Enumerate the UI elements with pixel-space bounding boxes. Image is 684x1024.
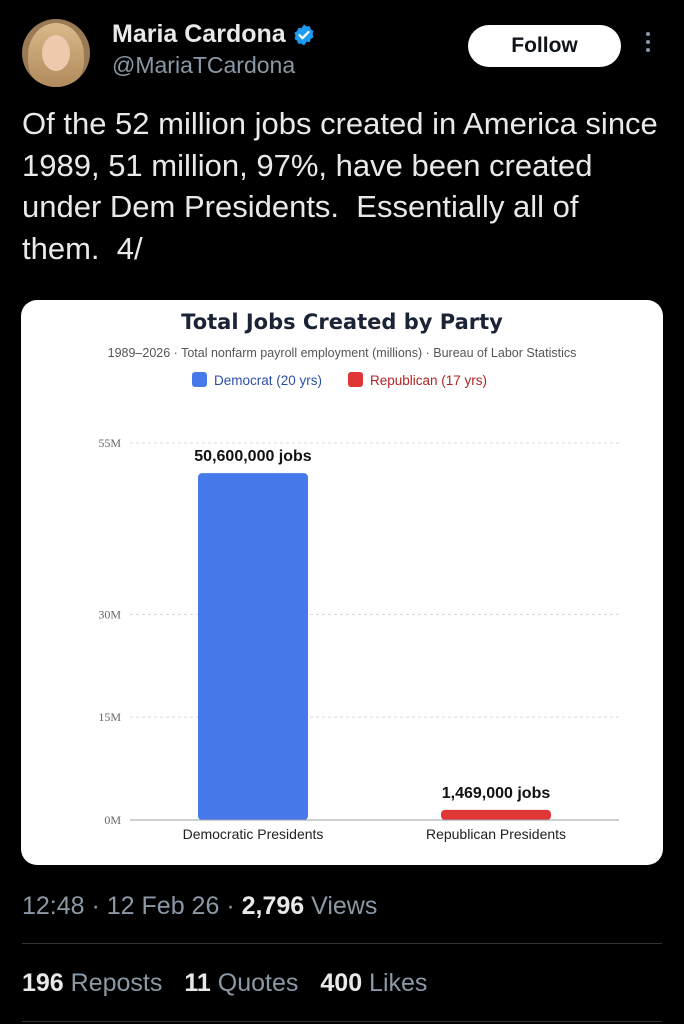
data-label-republican: 1,469,000 jobs bbox=[442, 785, 551, 802]
meta-separator: · bbox=[84, 892, 107, 920]
y-tick-label: 15M bbox=[98, 710, 121, 724]
data-label-democratic: 50,600,000 jobs bbox=[194, 448, 312, 465]
y-tick-label: 55M bbox=[98, 436, 121, 450]
avatar[interactable] bbox=[22, 19, 90, 87]
legend-swatch-republican bbox=[348, 372, 363, 387]
legend-swatch-democrat bbox=[192, 372, 207, 387]
x-tick-label-republican: Republican Presidents bbox=[426, 826, 566, 842]
bar-republican bbox=[441, 809, 551, 820]
reposts-stat[interactable]: 196 Reposts bbox=[22, 969, 163, 997]
follow-button[interactable]: Follow bbox=[468, 25, 621, 67]
legend-label-republican: Republican (17 yrs) bbox=[370, 373, 487, 388]
views-count: 2,796 bbox=[241, 892, 305, 920]
x-tick-label-democratic: Democratic Presidents bbox=[183, 826, 324, 842]
more-options-icon[interactable] bbox=[640, 32, 656, 62]
y-tick-label: 30M bbox=[98, 607, 121, 621]
chart-title: Total Jobs Created by Party bbox=[181, 310, 503, 334]
bar-chart: Total Jobs Created by Party 1989–2026 · … bbox=[98, 310, 619, 842]
views-label: Views bbox=[304, 892, 378, 920]
author-handle[interactable]: @MariaTCardona bbox=[112, 52, 296, 78]
tweet-meta: 12:48 · 12 Feb 26 · 2,796 Views bbox=[22, 892, 377, 921]
quotes-stat[interactable]: 11 Quotes bbox=[184, 969, 299, 997]
tweet-date[interactable]: 12 Feb 26 bbox=[106, 892, 220, 920]
meta-separator: · bbox=[219, 892, 242, 920]
author-name-row: Maria Cardona bbox=[112, 20, 316, 49]
chart-image[interactable]: Total Jobs Created by Party 1989–2026 · … bbox=[21, 300, 663, 865]
tweet-text: Of the 52 million jobs created in Americ… bbox=[22, 106, 667, 266]
tweet-time[interactable]: 12:48 bbox=[22, 892, 85, 920]
bar-democratic bbox=[198, 473, 308, 820]
chart-subtitle: 1989–2026 · Total nonfarm payroll employ… bbox=[108, 346, 577, 360]
avatar-face bbox=[42, 35, 70, 71]
divider bbox=[22, 1021, 662, 1022]
legend-label-democrat: Democrat (20 yrs) bbox=[214, 373, 322, 388]
verified-badge-icon bbox=[294, 24, 314, 45]
divider bbox=[22, 943, 662, 944]
y-tick-label: 0M bbox=[104, 813, 121, 827]
author-name[interactable]: Maria Cardona bbox=[112, 20, 286, 48]
engagement-stats: 196 Reposts 11 Quotes 400 Likes bbox=[22, 969, 449, 998]
likes-stat[interactable]: 400 Likes bbox=[320, 969, 428, 997]
